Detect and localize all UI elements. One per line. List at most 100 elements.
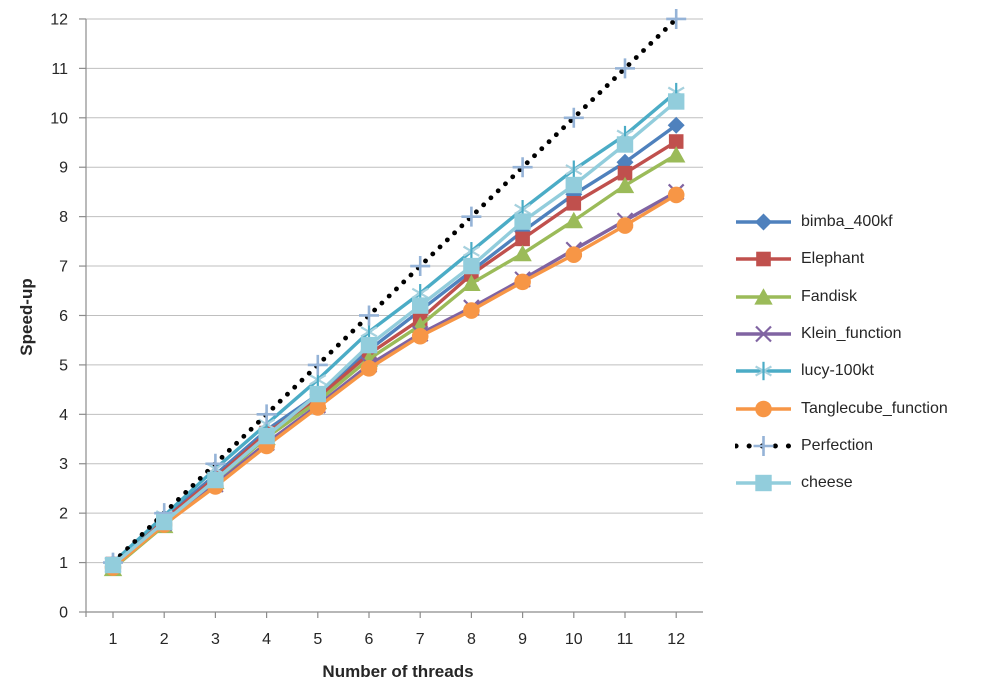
point-marker [411,327,429,345]
series-cheese [104,93,685,574]
x-tick-label: 3 [211,631,220,648]
x-tick-label: 8 [467,631,476,648]
y-tick-label: 4 [59,407,68,424]
x-tick-label: 1 [109,631,118,648]
legend: bimba_400kf Elephant Fandisk Klein_function… [735,0,985,696]
series-line-cheese [111,100,678,567]
legend-label-Tanglecube_function: Tanglecube_function [801,399,948,417]
series-line-Tanglecube_function [111,193,678,569]
y-tick-label: 5 [59,357,68,374]
x-tick-label: 11 [617,631,634,648]
series-line-bimba_400kf [111,123,678,565]
legend-item-bimba_400kf: bimba_400kf [735,210,893,234]
x-tick-label: 2 [160,631,169,648]
point-marker [755,213,772,231]
point-marker [205,453,226,474]
y-tick-label: 9 [59,160,68,177]
point-marker [753,435,774,456]
x-axis-title: Number of threads [322,662,474,681]
legend-marker-Perfection [735,435,792,456]
y-tick-label: 7 [59,259,68,276]
legend-label-lucy-100kt: lucy-100kt [801,362,874,380]
y-tick-label: 11 [51,61,68,78]
legend-item-cheese: cheese [735,471,853,495]
point-marker [515,231,530,247]
series-line-lucy-100kt [111,90,678,564]
series-Perfection [103,8,687,573]
legend-marker-cheese [736,474,791,492]
legend-marker-lucy-100kt [736,361,791,381]
y-tick-label: 3 [59,456,68,473]
legend-marker-bimba_400kf [736,213,791,231]
series-Tanglecube_function [104,186,685,576]
point-marker [463,302,480,319]
y-axis-title: Speed-up [17,278,36,356]
point-marker [755,325,772,343]
series-line-Elephant [111,140,678,566]
point-marker [156,513,173,531]
point-marker [514,213,531,230]
y-tick-label: 10 [50,110,68,127]
axes [79,18,703,618]
legend-label-Elephant: Elephant [801,250,865,268]
point-marker [667,146,686,163]
legend-marker-Tanglecube_function [736,400,791,417]
legend-marker-Fandisk [736,287,791,305]
legend-item-Elephant: Elephant [735,247,864,271]
legend-label-cheese: cheese [801,474,853,492]
point-marker [565,246,583,263]
point-marker [616,136,634,153]
legend-label-Fandisk: Fandisk [801,287,858,305]
y-tick-label: 8 [59,209,68,226]
legend-label-bimba_400kf: bimba_400kf [801,213,893,230]
point-marker [564,211,583,229]
series-line-Perfection [110,16,679,565]
y-tick-label: 6 [59,308,68,325]
point-marker [615,176,635,194]
legend-item-lucy-100kt: lucy-100kt [735,359,874,383]
point-marker [566,195,582,211]
point-marker [514,273,531,291]
point-marker [616,217,634,234]
point-marker [462,274,481,291]
x-tick-label: 10 [565,631,583,648]
point-marker [104,556,122,574]
point-marker [513,244,532,262]
x-tick-label: 9 [518,631,527,648]
x-tick-label: 7 [416,631,425,648]
x-tick-label: 4 [262,631,271,648]
legend-marker-Klein_function [736,325,791,343]
point-marker [307,354,328,375]
point-marker [360,336,378,354]
gridlines [86,18,703,564]
point-marker [615,58,635,79]
point-marker [754,287,773,305]
x-tick-label: 12 [667,631,685,648]
legend-item-Tanglecube_function: Tanglecube_function [735,397,948,421]
point-marker [756,251,771,267]
point-marker [309,385,326,403]
legend-label-Perfection: Perfection [801,436,874,454]
point-marker [565,176,582,194]
x-tick-label: 5 [313,631,322,648]
legend-item-Perfection: Perfection [735,434,873,458]
legend-item-Klein_function: Klein_function [735,322,902,346]
point-marker [755,474,772,492]
point-marker [256,404,277,425]
point-marker [207,471,224,489]
point-marker [309,399,327,416]
point-marker [359,305,379,326]
point-marker [755,400,772,417]
point-marker [667,116,685,134]
y-tick-label: 0 [59,605,68,622]
point-marker [461,206,482,227]
series-Fandisk [103,146,686,577]
y-tick-label: 2 [59,506,68,523]
point-marker [412,297,429,314]
point-marker [666,8,687,29]
point-marker [668,134,684,149]
point-marker [617,165,633,181]
point-marker [668,93,685,110]
